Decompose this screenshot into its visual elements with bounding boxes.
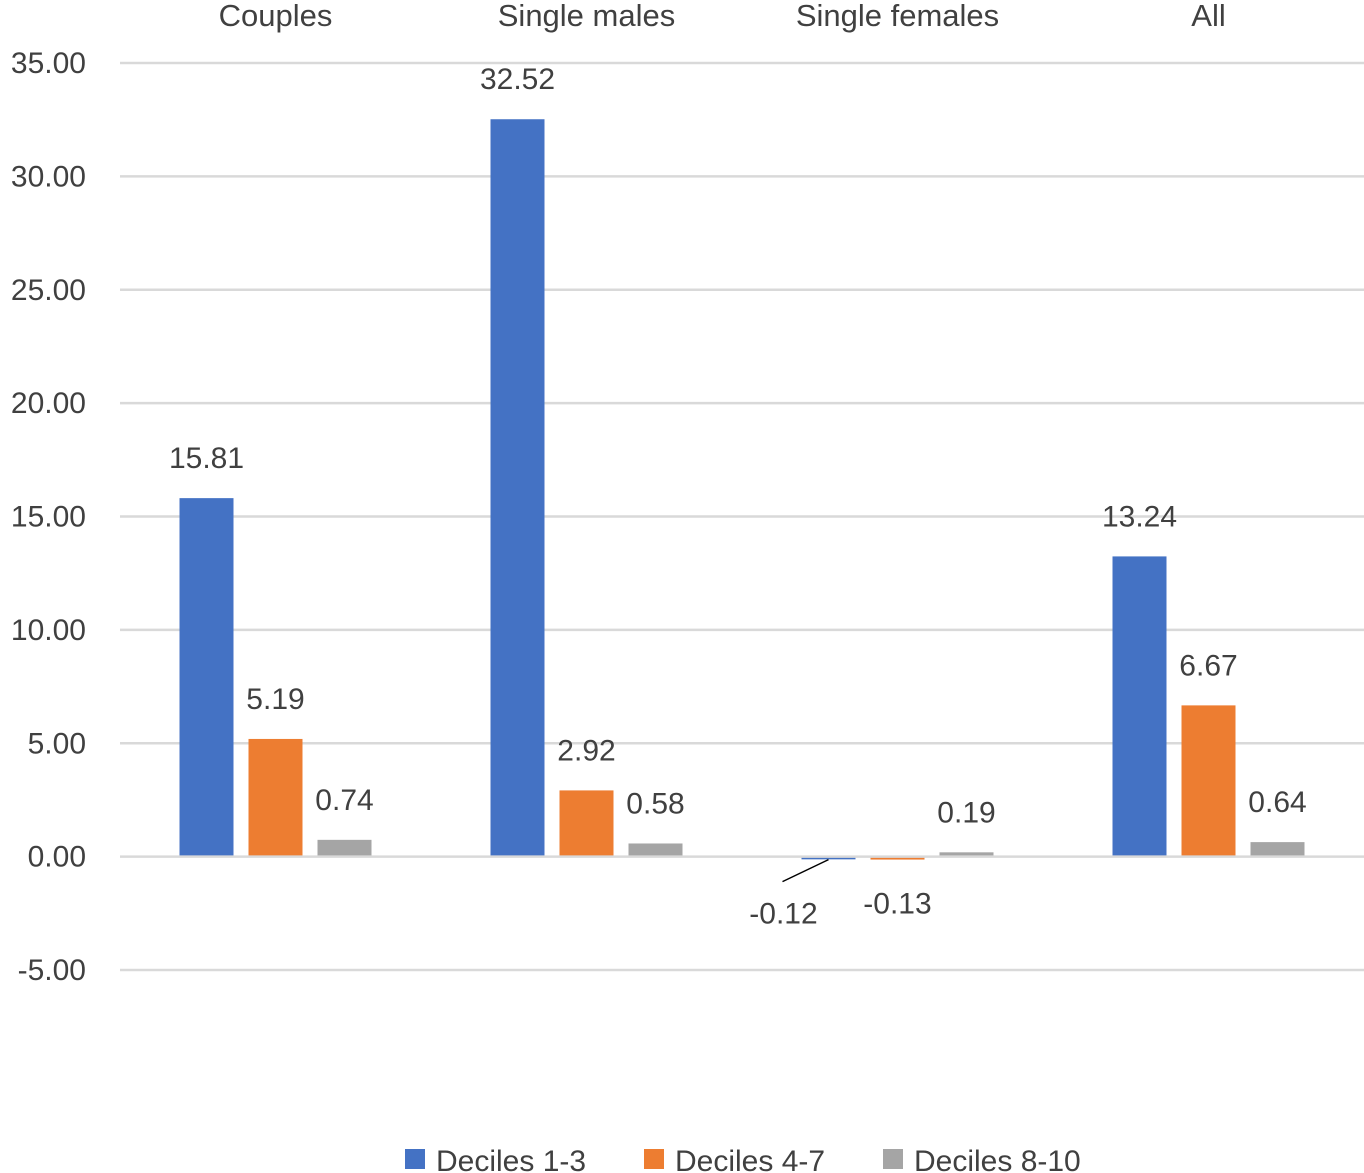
data-label: 13.24 [1102, 500, 1177, 533]
data-label: -0.13 [863, 888, 931, 921]
data-label: 5.19 [246, 683, 304, 716]
bars [179, 119, 1305, 860]
data-label: 0.74 [315, 784, 373, 817]
data-label: 15.81 [169, 442, 244, 475]
bar [939, 852, 994, 857]
y-tick-label: 15.00 [11, 501, 86, 534]
bar [559, 790, 614, 857]
y-tick-label: 5.00 [28, 727, 86, 760]
y-tick-label: 0.00 [28, 841, 86, 874]
bar [1112, 556, 1167, 857]
legend-swatch [883, 1149, 903, 1169]
legend-label: Deciles 4-7 [675, 1145, 825, 1173]
data-label: 0.64 [1248, 786, 1306, 819]
data-label: -0.12 [749, 898, 817, 931]
y-tick-label: 25.00 [11, 274, 86, 307]
y-tick-label: 20.00 [11, 387, 86, 420]
category-label: All [1191, 0, 1225, 33]
category-labels: Couples Single males Single females All [219, 0, 1226, 33]
legend-swatch [644, 1149, 664, 1169]
category-label: Single females [796, 0, 999, 33]
bar [179, 498, 234, 857]
data-label: 32.52 [480, 63, 555, 96]
bar [248, 738, 303, 857]
bar [1250, 842, 1305, 857]
data-label: 2.92 [557, 734, 615, 767]
legend-label: Deciles 1-3 [436, 1145, 586, 1173]
bar [317, 839, 372, 857]
bar [628, 843, 683, 857]
legend-swatch [405, 1149, 425, 1169]
gridlines [120, 61, 1364, 972]
category-label: Couples [219, 0, 333, 33]
bar [1181, 705, 1236, 857]
data-labels: 15.81 5.19 0.74 32.52 2.92 0.58 -0.12 -0.13 0.19… [169, 63, 1307, 930]
y-tick-label: -5.00 [18, 954, 86, 987]
y-tick-label: 30.00 [11, 160, 86, 193]
bar [870, 856, 925, 860]
data-label: 6.67 [1179, 649, 1237, 682]
category-label: Single males [498, 0, 675, 33]
bar [801, 856, 856, 860]
data-label: 0.19 [937, 796, 995, 829]
y-tick-label: 10.00 [11, 614, 86, 647]
legend: Deciles 1-3 Deciles 4-7 Deciles 8-10 [405, 1145, 1081, 1173]
legend-label: Deciles 8-10 [914, 1145, 1081, 1173]
leader-line [782, 858, 829, 883]
y-axis-tick-labels: 35.00 30.00 25.00 20.00 15.00 10.00 5.00 0.00 -5… [11, 47, 86, 987]
data-label: 0.58 [626, 787, 684, 820]
y-tick-label: 35.00 [11, 47, 86, 80]
bar [490, 119, 545, 857]
